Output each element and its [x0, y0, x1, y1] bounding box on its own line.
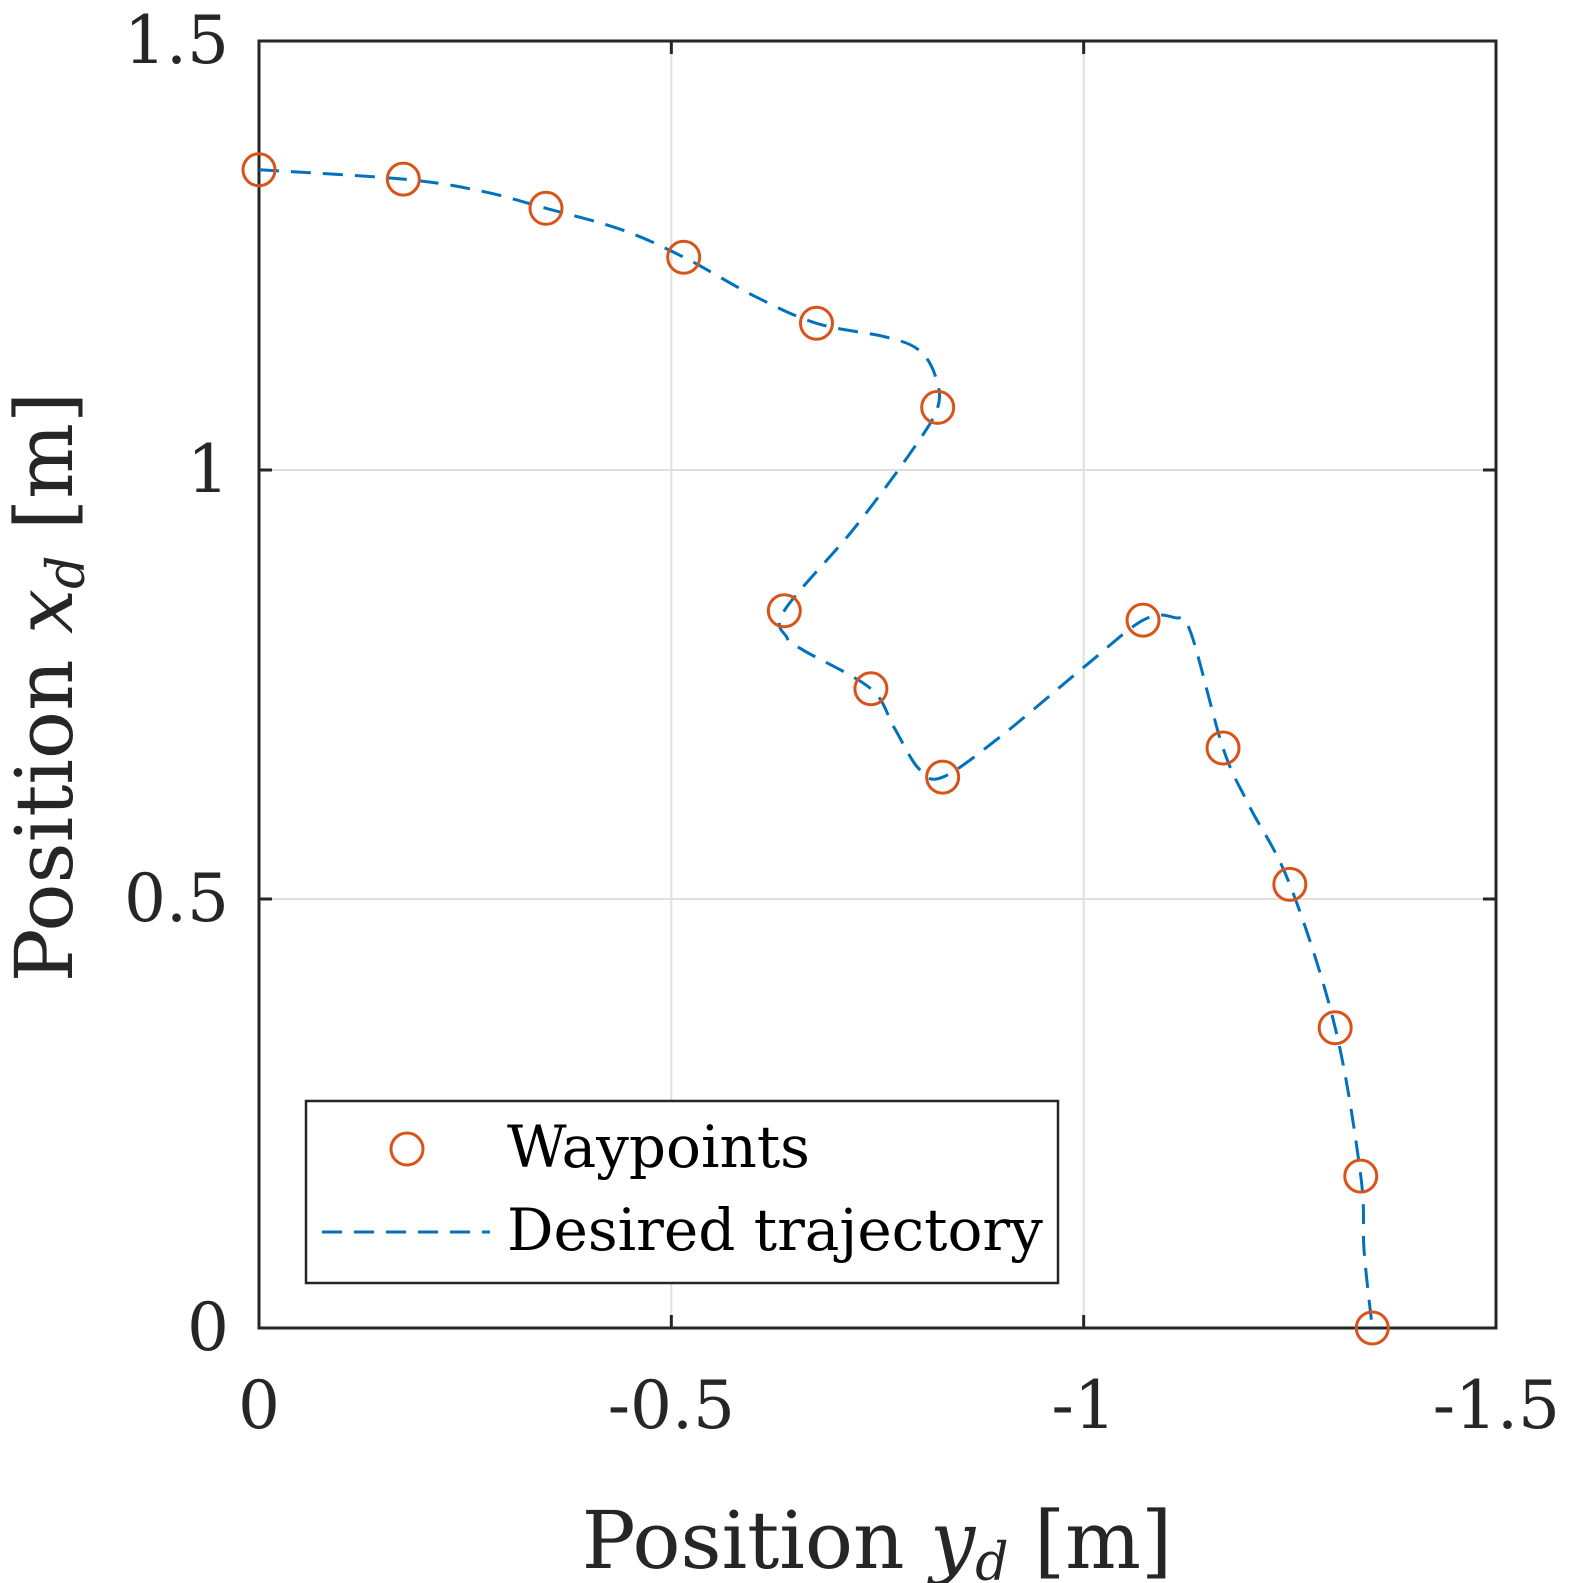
- x-tick-label: 0: [238, 1367, 280, 1444]
- waypoint-marker: [241, 152, 277, 188]
- waypoint-marker: [666, 239, 702, 275]
- waypoint-marker: [853, 671, 889, 707]
- legend-label-trajectory: Desired trajectory: [507, 1196, 1043, 1264]
- waypoint-marker: [798, 305, 834, 341]
- waypoint-marker: [1205, 730, 1241, 766]
- waypoint-marker: [1125, 602, 1161, 638]
- legend-box: [304, 1099, 1060, 1285]
- legend: Waypoints Desired trajectory: [304, 1099, 1060, 1285]
- data-series: [241, 152, 1390, 1346]
- waypoint-marker: [925, 759, 961, 795]
- waypoint-marker: [385, 161, 421, 197]
- waypoint-marker: [1272, 866, 1308, 902]
- waypoint-marker: [1317, 1010, 1353, 1046]
- y-tick-label: 1.5: [124, 2, 229, 79]
- y-axis-title: Position xd [m]: [0, 392, 97, 982]
- tick-labels: 0 -0.5 -1 -1.5 0 0.5 1 1.5: [124, 2, 1560, 1444]
- waypoint-marker: [920, 389, 956, 425]
- axes-box: [257, 39, 1498, 1330]
- x-axis-title: Position yd [m]: [582, 1494, 1172, 1583]
- legend-label-waypoints: Waypoints: [507, 1113, 810, 1181]
- x-tick-label: -1: [1052, 1367, 1116, 1444]
- legend-marker-waypoints: [389, 1131, 425, 1167]
- x-tick-label: -0.5: [608, 1367, 735, 1444]
- waypoint-marker: [1354, 1310, 1390, 1346]
- waypoint-marker: [528, 190, 564, 226]
- y-tick-label: 1: [187, 431, 229, 508]
- y-tick-label: 0.5: [124, 860, 229, 937]
- waypoint-marker: [1343, 1158, 1379, 1194]
- y-tick-label: 0: [187, 1289, 229, 1366]
- x-tick-label: -1.5: [1433, 1367, 1560, 1444]
- waypoint-marker: [766, 593, 802, 629]
